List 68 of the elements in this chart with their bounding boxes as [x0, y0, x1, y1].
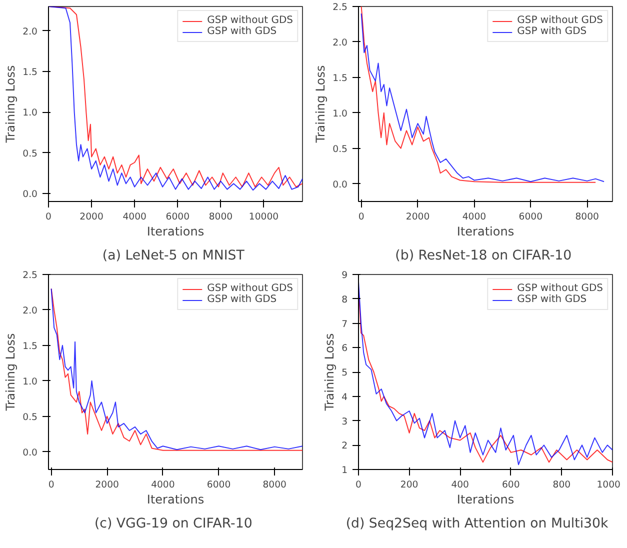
text: (a) LeNet-5 on MNIST [102, 248, 246, 264]
x-tick-label: 600 [502, 480, 520, 490]
y-tick-label: 6 [342, 343, 348, 354]
y-tick-label: 7 [342, 318, 348, 330]
x-tick-label: 2000 [406, 212, 430, 222]
x-tick-label: 1000 [596, 480, 621, 490]
y-tick-label: 0.5 [22, 412, 38, 423]
x-tick-label: 0 [48, 480, 54, 490]
y-tick-label: 1.5 [22, 340, 38, 352]
legend-label: GSP with GDS [517, 294, 587, 305]
x-tick-label: 200 [400, 480, 418, 490]
y-tick-label: 2 [342, 440, 348, 452]
text: (d) Seq2Seq with Attention on Multi30k [346, 516, 609, 532]
y-tick-label: 1.0 [332, 108, 348, 120]
x-tick-label: 400 [451, 480, 470, 490]
y-axis-title: Training Loss [314, 65, 328, 144]
y-tick-label: 8 [342, 294, 348, 306]
y-axis-title: Training Loss [4, 65, 18, 144]
legend-label: GSP with GDS [207, 26, 277, 37]
legend-label: GSP without GDS [517, 15, 603, 26]
x-tick-label: 8000 [262, 480, 287, 490]
x-axis-title: Iterations [456, 224, 514, 238]
y-tick-label: 1.5 [332, 72, 348, 84]
x-tick-label: 4000 [122, 212, 147, 222]
x-tick-label: 8000 [575, 212, 600, 222]
x-tick-label: 6000 [166, 212, 190, 222]
x-tick-label: 10000 [248, 212, 279, 222]
y-tick-label: 0.0 [332, 179, 348, 190]
y-tick-label: 5 [342, 368, 348, 378]
y-tick-label: 1 [342, 465, 348, 476]
x-tick-label: 2000 [80, 212, 104, 222]
legend-label: GSP without GDS [207, 283, 293, 294]
y-tick-label: 1.0 [22, 376, 38, 388]
y-tick-label: 0.0 [22, 447, 38, 458]
x-axis-title: Iterations [456, 492, 514, 506]
x-tick-label: 6000 [206, 480, 231, 490]
y-tick-label: 3 [342, 416, 348, 428]
text: (c) VGG-19 on CIFAR-10 [94, 516, 252, 532]
legend-label: GSP with GDS [517, 26, 587, 37]
y-tick-label: 2.5 [332, 2, 348, 13]
x-tick-label: 2000 [95, 480, 120, 490]
x-tick-label: 8000 [208, 212, 233, 222]
legend-label: GSP with GDS [207, 294, 277, 305]
x-tick-label: 4000 [151, 480, 175, 490]
y-tick-label: 2.0 [22, 305, 38, 316]
x-tick-label: 0 [356, 480, 362, 490]
y-tick-label: 0.5 [332, 144, 348, 155]
x-tick-label: 6000 [518, 212, 543, 222]
legend-label: GSP without GDS [207, 15, 293, 26]
text: (b) ResNet-18 on CIFAR-10 [395, 248, 572, 264]
x-axis-title: Iterations [146, 492, 204, 506]
x-tick-label: 0 [46, 212, 52, 222]
x-axis-title: Iterations [146, 224, 204, 238]
y-tick-label: 0.5 [22, 148, 38, 160]
x-tick-label: 0 [358, 212, 364, 222]
y-tick-label: 4 [342, 392, 348, 403]
x-tick-label: 4000 [462, 212, 486, 222]
y-tick-label: 1.5 [22, 67, 38, 78]
x-tick-label: 800 [552, 480, 571, 490]
y-tick-label: 9 [342, 270, 348, 281]
legend-label: GSP without GDS [517, 283, 603, 294]
y-axis-title: Training Loss [322, 333, 337, 412]
y-tick-label: 1.0 [22, 108, 38, 119]
y-tick-label: 0.0 [22, 188, 38, 200]
y-tick-label: 2.0 [332, 37, 348, 48]
y-tick-label: 2.5 [22, 270, 38, 281]
y-axis-title: Training Loss [4, 333, 18, 412]
y-tick-label: 2.0 [22, 26, 38, 38]
